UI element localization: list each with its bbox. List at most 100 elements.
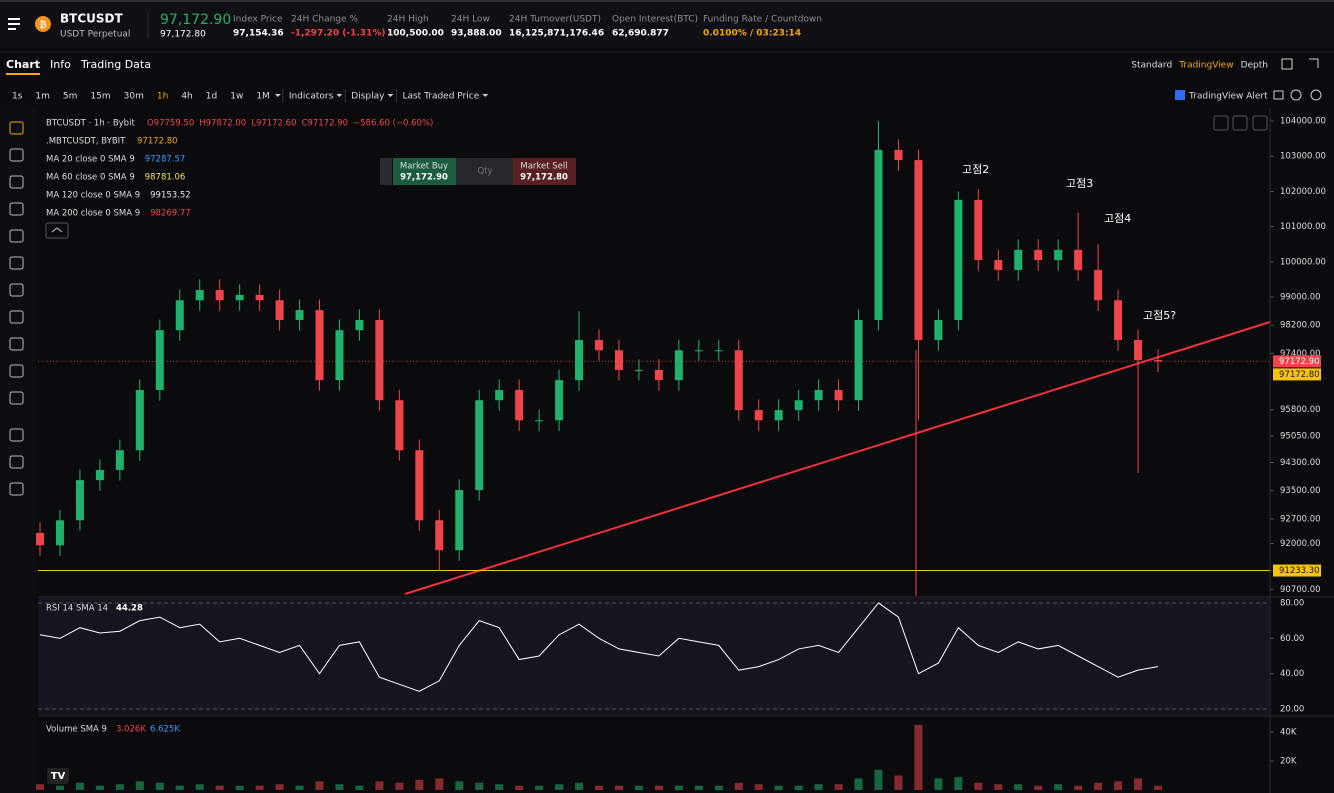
interval[interactable]: 4h xyxy=(181,92,192,102)
volume-bar xyxy=(754,784,763,790)
y-tick-label: 80.00 xyxy=(1280,598,1304,608)
market-sell[interactable] xyxy=(513,158,576,185)
symbol[interactable]: BTCUSDT xyxy=(60,12,123,26)
interval[interactable]: 1w xyxy=(230,92,243,102)
volume-bar xyxy=(614,785,623,790)
chart-button[interactable] xyxy=(1252,115,1268,131)
volume-bar xyxy=(575,782,584,790)
alert-button[interactable]: TradingView Alert xyxy=(1188,92,1268,102)
y-tick-label: 100000.00 xyxy=(1280,257,1326,267)
rsi-value: 44.28 xyxy=(116,604,143,614)
qty-label: Qty xyxy=(477,167,492,177)
candle-body xyxy=(874,149,883,320)
candle-body xyxy=(734,350,743,411)
candle-body xyxy=(275,300,284,320)
tool-icon[interactable] xyxy=(9,391,24,405)
tool-icon[interactable] xyxy=(9,148,24,162)
interval[interactable]: 30m xyxy=(124,92,144,102)
interval[interactable]: 1s xyxy=(12,92,23,102)
ma-label: MA 120 close 0 SMA 9 xyxy=(46,191,140,201)
view-option[interactable]: Depth xyxy=(1241,61,1268,71)
tool-icon[interactable] xyxy=(9,310,24,324)
ma-label: MA 60 close 0 SMA 9 xyxy=(46,173,135,183)
interval[interactable]: 1d xyxy=(206,92,217,102)
layout-icons[interactable] xyxy=(1273,58,1322,101)
candle-body xyxy=(814,390,823,401)
tab[interactable]: Info xyxy=(50,58,71,71)
volume-sma-value: 6.625K xyxy=(150,725,180,735)
interval[interactable]: 1M xyxy=(256,92,270,102)
y-tick-label: 101000.00 xyxy=(1280,222,1326,232)
rsi-pane xyxy=(38,598,1270,715)
tool-icon[interactable] xyxy=(9,455,24,469)
tool-icon[interactable] xyxy=(9,175,24,189)
interval[interactable]: 1h xyxy=(157,92,168,102)
volume-bar xyxy=(36,784,44,790)
interval[interactable]: 15m xyxy=(90,92,110,102)
candle-body xyxy=(115,450,124,470)
ohlc-value: O97759.50 xyxy=(147,119,194,129)
candle-body xyxy=(215,290,224,301)
interval[interactable]: 1m xyxy=(35,92,50,102)
candle-body xyxy=(1014,249,1023,270)
chart-button[interactable] xyxy=(1232,115,1248,131)
tool-icon[interactable] xyxy=(9,428,24,442)
toolbar-menu[interactable]: Display xyxy=(351,92,385,102)
y-tick-label: 40.00 xyxy=(1280,669,1304,679)
stat-label: 24H High xyxy=(387,15,429,25)
menu-icon[interactable] xyxy=(8,18,20,30)
tool-icon[interactable] xyxy=(9,202,24,216)
trend-line xyxy=(404,321,1271,595)
volume-bar xyxy=(794,785,803,790)
volume-bar xyxy=(275,784,284,790)
volume-bar xyxy=(235,785,244,790)
tab[interactable]: Trading Data xyxy=(80,58,151,71)
annotation: 고점4 xyxy=(1104,212,1131,225)
tool-icon[interactable] xyxy=(9,229,24,243)
collapse-icon xyxy=(51,227,63,233)
tool-icon[interactable] xyxy=(9,364,24,378)
stat-value: 0.0100% / 03:23:14 xyxy=(703,29,801,39)
tool-icon[interactable] xyxy=(9,283,24,297)
volume-bar xyxy=(694,785,703,790)
collapse-legend[interactable] xyxy=(45,222,69,239)
candle-body xyxy=(475,400,484,491)
tool-icon[interactable] xyxy=(9,121,24,135)
qty-input[interactable] xyxy=(456,158,513,185)
tab[interactable]: Chart xyxy=(6,58,40,71)
candle-body xyxy=(994,260,1003,270)
tool-icon[interactable] xyxy=(9,256,24,270)
volume-bar xyxy=(595,785,603,790)
candle-body xyxy=(954,199,963,320)
toolbar-menu[interactable]: Last Traded Price xyxy=(402,92,479,102)
toolbar-menu[interactable]: Indicators xyxy=(289,92,334,102)
market-buy[interactable] xyxy=(393,158,456,185)
candle-body xyxy=(694,350,703,352)
volume-bar xyxy=(814,784,823,790)
candle-body xyxy=(375,319,384,401)
stat-value: 97,154.36 xyxy=(233,29,284,39)
y-tick-label: 103000.00 xyxy=(1280,152,1326,162)
view-option[interactable]: TradingView xyxy=(1178,61,1233,71)
annotation: 고점5? xyxy=(1143,309,1176,322)
tool-icon[interactable] xyxy=(9,337,24,351)
candle-body xyxy=(854,319,863,401)
volume-bar xyxy=(435,778,444,790)
candle-body xyxy=(55,520,64,546)
candle-body xyxy=(295,310,304,320)
y-tick-label: 97400.00 xyxy=(1280,349,1321,359)
volume-bar xyxy=(295,785,304,790)
stat-label: 24H Low xyxy=(451,15,490,25)
chart-button[interactable] xyxy=(1213,115,1229,131)
y-tick-label: 104000.00 xyxy=(1280,117,1326,127)
ohlc-value: L97172.60 xyxy=(251,119,296,129)
interval[interactable]: 5m xyxy=(63,92,78,102)
coin-icon xyxy=(35,16,51,32)
view-option[interactable]: Standard xyxy=(1131,61,1172,71)
tool-icon[interactable] xyxy=(9,482,24,496)
y-tick-label: 92000.00 xyxy=(1280,539,1321,549)
candle-body xyxy=(1074,249,1083,270)
volume-bar xyxy=(1034,785,1043,790)
y-tick-label: 20.00 xyxy=(1280,705,1304,715)
candle-body xyxy=(36,532,44,546)
